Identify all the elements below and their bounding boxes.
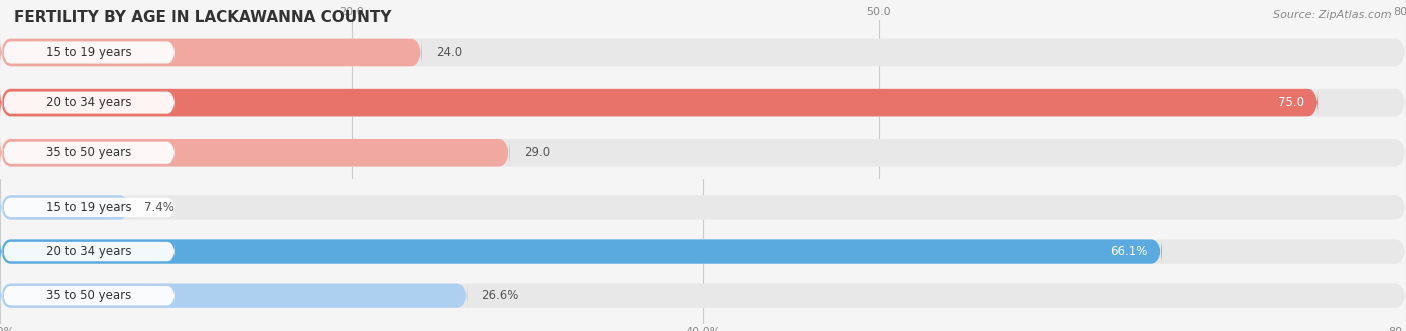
FancyBboxPatch shape bbox=[3, 197, 174, 217]
FancyBboxPatch shape bbox=[0, 36, 422, 69]
FancyBboxPatch shape bbox=[0, 136, 509, 169]
FancyBboxPatch shape bbox=[0, 237, 1161, 266]
FancyBboxPatch shape bbox=[0, 36, 1406, 69]
FancyBboxPatch shape bbox=[0, 136, 1406, 169]
Text: 15 to 19 years: 15 to 19 years bbox=[46, 201, 132, 214]
Text: 15 to 19 years: 15 to 19 years bbox=[46, 46, 132, 59]
FancyBboxPatch shape bbox=[3, 286, 174, 306]
FancyBboxPatch shape bbox=[3, 41, 174, 64]
Text: 75.0: 75.0 bbox=[1278, 96, 1305, 109]
FancyBboxPatch shape bbox=[3, 91, 174, 114]
FancyBboxPatch shape bbox=[0, 237, 1406, 266]
FancyBboxPatch shape bbox=[0, 281, 467, 310]
FancyBboxPatch shape bbox=[0, 86, 1319, 119]
Text: 29.0: 29.0 bbox=[524, 146, 550, 159]
Text: FERTILITY BY AGE IN LACKAWANNA COUNTY: FERTILITY BY AGE IN LACKAWANNA COUNTY bbox=[14, 10, 391, 25]
FancyBboxPatch shape bbox=[0, 281, 1406, 310]
FancyBboxPatch shape bbox=[3, 241, 174, 262]
Text: 35 to 50 years: 35 to 50 years bbox=[46, 289, 131, 302]
Text: 35 to 50 years: 35 to 50 years bbox=[46, 146, 131, 159]
FancyBboxPatch shape bbox=[3, 141, 174, 164]
Text: 66.1%: 66.1% bbox=[1111, 245, 1147, 258]
Text: 20 to 34 years: 20 to 34 years bbox=[46, 245, 132, 258]
Text: 26.6%: 26.6% bbox=[481, 289, 519, 302]
FancyBboxPatch shape bbox=[0, 193, 131, 222]
Text: Source: ZipAtlas.com: Source: ZipAtlas.com bbox=[1274, 10, 1392, 20]
FancyBboxPatch shape bbox=[0, 193, 1406, 222]
Text: 20 to 34 years: 20 to 34 years bbox=[46, 96, 132, 109]
FancyBboxPatch shape bbox=[0, 86, 1406, 119]
Text: 24.0: 24.0 bbox=[436, 46, 463, 59]
Text: 7.4%: 7.4% bbox=[145, 201, 174, 214]
